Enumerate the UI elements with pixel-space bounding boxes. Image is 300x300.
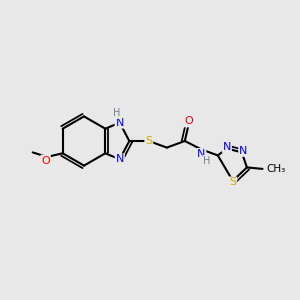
Text: N: N: [239, 146, 248, 156]
Text: H: H: [203, 156, 210, 166]
Text: N: N: [116, 154, 124, 164]
Text: O: O: [41, 155, 50, 166]
Text: N: N: [116, 118, 124, 128]
Text: S: S: [145, 136, 152, 146]
Text: O: O: [184, 116, 194, 127]
Text: S: S: [229, 177, 236, 188]
Text: N: N: [197, 149, 206, 159]
Text: CH₃: CH₃: [266, 164, 285, 174]
Text: N: N: [223, 142, 231, 152]
Text: H: H: [113, 108, 120, 118]
